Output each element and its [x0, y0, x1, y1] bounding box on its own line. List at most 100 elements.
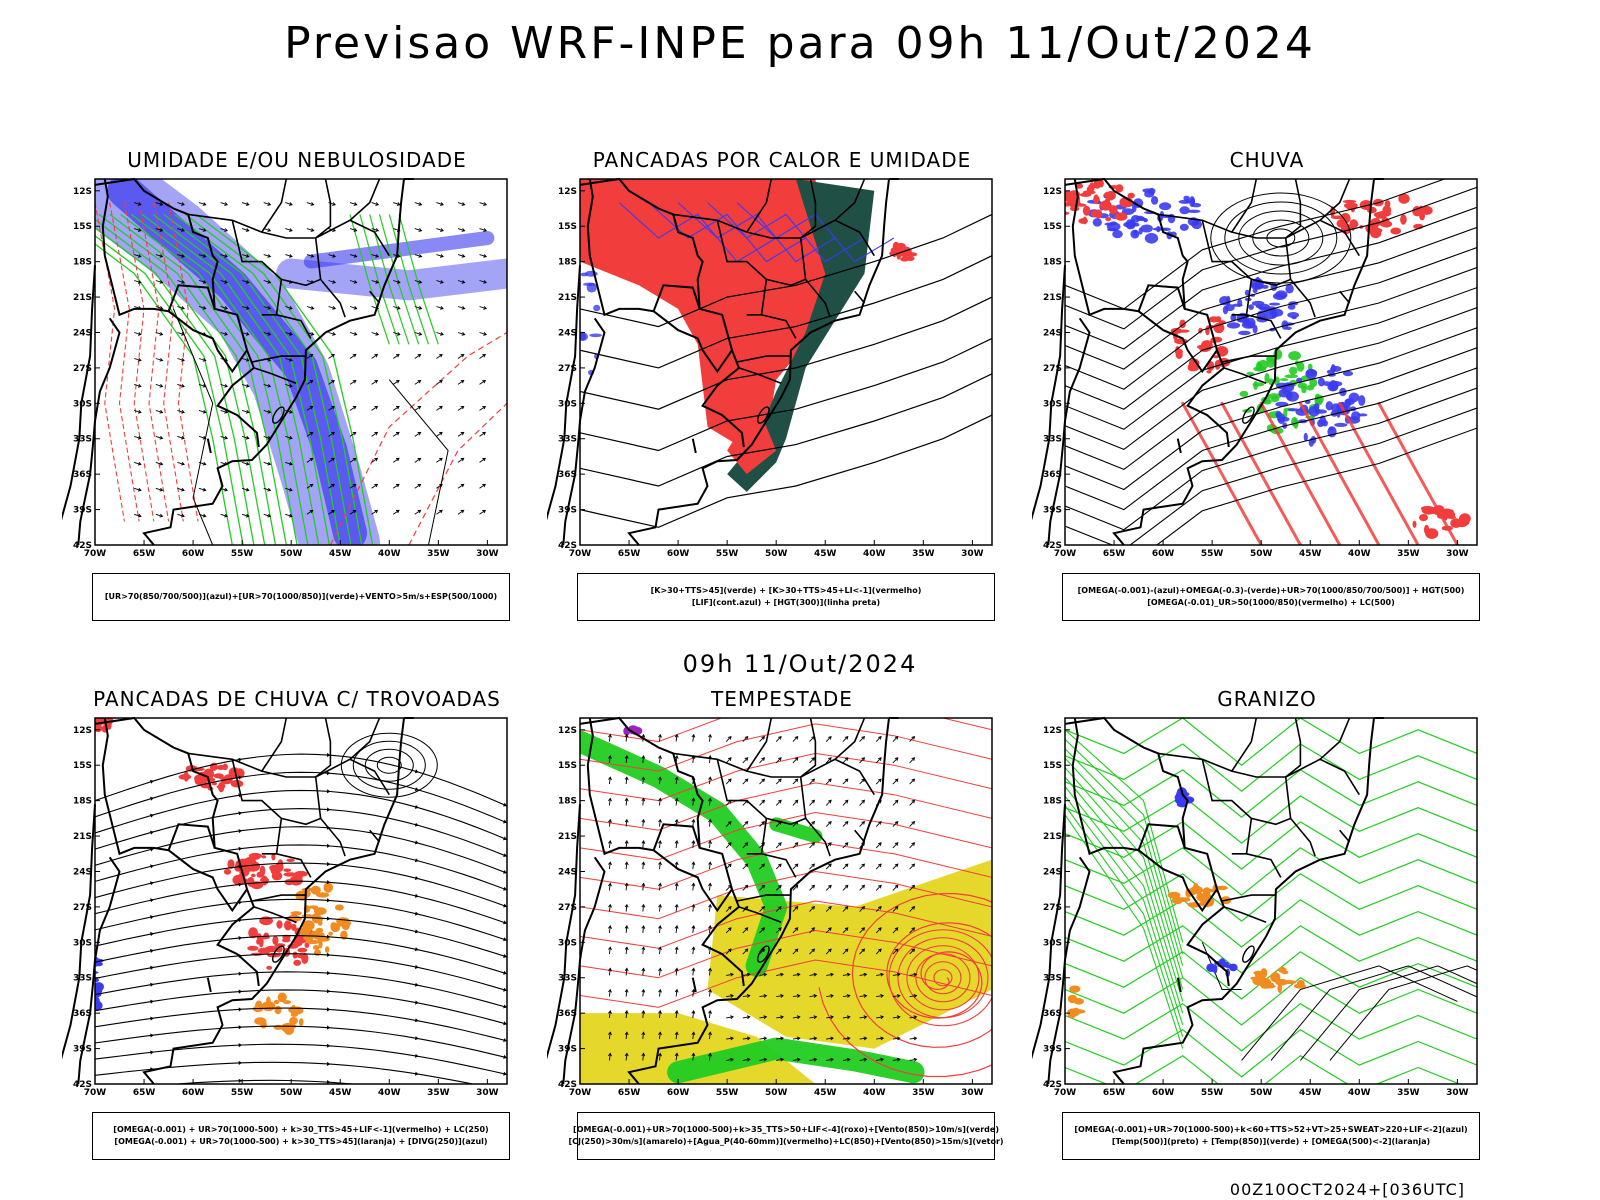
panel-trovoadas: PANCADAS DE CHUVA C/ TROVOADAS 12S 15S 18S… [62, 687, 532, 1167]
legend-box: [OMEGA(-0.001)-(azul)+OMEGA(-0.3)-(verde… [1062, 573, 1480, 621]
lon-tick-label: 60W [667, 549, 690, 559]
lat-tick-label: 18S [1043, 797, 1062, 807]
panel-umidade: UMIDADE E/OU NEBULOSIDADE 12S 15S 18S 21S 24… [62, 148, 532, 628]
field-layer [95, 718, 507, 1084]
field-layer [1065, 718, 1477, 1084]
legend-line: [LIF](cont.azul) + [HGT(300)](linha pret… [691, 598, 881, 607]
lon-tick-label: 70W [84, 549, 107, 559]
lat-tick-label: 36S [73, 470, 92, 480]
lon-tick-label: 35W [1397, 1088, 1420, 1098]
lon-tick-label: 60W [1152, 1088, 1175, 1098]
lat-tick-label: 21S [73, 293, 92, 303]
lat-tick-label: 24S [1043, 867, 1062, 877]
lon-tick-label: 50W [280, 1088, 303, 1098]
lon-tick-label: 30W [1446, 549, 1469, 559]
panel-tempestade: TEMPESTADE 12S 15S 18S 21S 24S 27S 30S 33S 36S 39… [547, 687, 1017, 1167]
lat-tick-label: 36S [1043, 1009, 1062, 1019]
political-borders [547, 716, 899, 1085]
main-title: Previsao WRF-INPE para 09h 11/Out/2024 [284, 18, 1316, 69]
lat-tick-label: 15S [1043, 761, 1062, 771]
legend-line: [UR>70(850/700/500)](azul)+[UR>70(1000/8… [104, 592, 498, 601]
lon-tick-label: 60W [667, 1088, 690, 1098]
lat-tick-label: 42S [1043, 541, 1062, 551]
lon-tick-label: 65W [133, 1088, 156, 1098]
lat-tick-label: 15S [1043, 222, 1062, 232]
lon-tick-label: 65W [1103, 1088, 1126, 1098]
lat-tick-label: 18S [558, 258, 577, 268]
lon-tick-label: 55W [716, 549, 739, 559]
political-borders [1032, 177, 1384, 546]
panel-title: GRANIZO [1217, 687, 1317, 711]
lon-tick-label: 40W [378, 1088, 401, 1098]
lat-tick-label: 30S [73, 399, 92, 409]
field-layer [580, 718, 992, 1084]
lat-tick-label: 18S [73, 797, 92, 807]
lat-tick-label: 12S [73, 726, 92, 736]
valid-time-label: 09h 11/Out/2024 [682, 650, 918, 678]
legend-line: [OMEGA(-0.01)_UR>50(1000/850)(vermelho) … [1147, 598, 1395, 607]
lat-tick-label: 15S [73, 761, 92, 771]
legend-box: [UR>70(850/700/500)](azul)+[UR>70(1000/8… [92, 573, 510, 621]
lat-tick-label: 39S [73, 506, 92, 516]
panel-pancadas-calor: PANCADAS POR CALOR E UMIDADE 12S 15S 18S 21… [547, 148, 1017, 628]
lat-tick-label: 30S [558, 399, 577, 409]
lon-tick-label: 65W [133, 549, 156, 559]
lat-tick-label: 36S [73, 1009, 92, 1019]
legend-line: [OMEGA(-0.001) + UR>70(1000-500) + k>30_… [113, 1125, 489, 1134]
panel-chuva: CHUVA 12S 15S 18S 21S 24S 27S 30S 33S 36S 39S 42S 7… [1032, 148, 1502, 628]
legend-box: [OMEGA(-0.001)+UR>70(1000-500)+k<60+TTS>… [1062, 1112, 1480, 1160]
lat-tick-label: 27S [558, 364, 577, 374]
legend-line: [OMEGA(-0.001)+UR>70(1000-500)+k>35_TTS>… [573, 1125, 999, 1134]
panel-title: TEMPESTADE [711, 687, 853, 711]
lat-tick-label: 39S [1043, 506, 1062, 516]
lat-tick-label: 21S [1043, 832, 1062, 842]
lat-tick-label: 27S [1043, 364, 1062, 374]
lon-tick-label: 40W [1348, 1088, 1371, 1098]
lat-tick-label: 42S [73, 541, 92, 551]
political-borders [547, 177, 899, 546]
lat-tick-label: 12S [558, 187, 577, 197]
lon-tick-label: 70W [1054, 549, 1077, 559]
lon-tick-label: 45W [814, 549, 837, 559]
lat-tick-label: 33S [1043, 435, 1062, 445]
lat-tick-label: 30S [1043, 938, 1062, 948]
lat-tick-label: 18S [73, 258, 92, 268]
lat-tick-label: 39S [558, 506, 577, 516]
lon-tick-label: 45W [329, 549, 352, 559]
lon-tick-label: 70W [569, 1088, 592, 1098]
lat-tick-label: 33S [1043, 974, 1062, 984]
lat-tick-label: 24S [558, 867, 577, 877]
lat-tick-label: 36S [558, 1009, 577, 1019]
panel-title: PANCADAS DE CHUVA C/ TROVOADAS [93, 687, 501, 711]
lat-tick-label: 33S [73, 435, 92, 445]
lat-tick-label: 27S [1043, 903, 1062, 913]
lon-tick-label: 65W [1103, 549, 1126, 559]
legend-box: [K>30+TTS>45](verde) + [K>30+TTS>45+LI<-… [577, 573, 995, 621]
lon-tick-label: 55W [1201, 549, 1224, 559]
lat-tick-label: 12S [73, 187, 92, 197]
lon-tick-label: 35W [427, 1088, 450, 1098]
political-borders [62, 177, 414, 546]
lat-tick-label: 39S [73, 1045, 92, 1055]
lat-tick-label: 42S [558, 1080, 577, 1090]
lon-tick-label: 35W [427, 549, 450, 559]
lon-tick-label: 50W [280, 549, 303, 559]
lat-tick-label: 24S [558, 328, 577, 338]
lon-tick-label: 40W [863, 1088, 886, 1098]
lon-tick-label: 40W [378, 549, 401, 559]
lat-tick-label: 27S [73, 364, 92, 374]
field-layer [95, 179, 507, 545]
lat-tick-label: 21S [558, 832, 577, 842]
lat-tick-label: 33S [558, 435, 577, 445]
lat-tick-label: 42S [558, 541, 577, 551]
lat-tick-label: 18S [1043, 258, 1062, 268]
lon-tick-label: 50W [1250, 549, 1273, 559]
lon-tick-label: 60W [1152, 549, 1175, 559]
lat-tick-label: 39S [1043, 1045, 1062, 1055]
lon-tick-label: 55W [1201, 1088, 1224, 1098]
field-layer [1065, 179, 1477, 545]
